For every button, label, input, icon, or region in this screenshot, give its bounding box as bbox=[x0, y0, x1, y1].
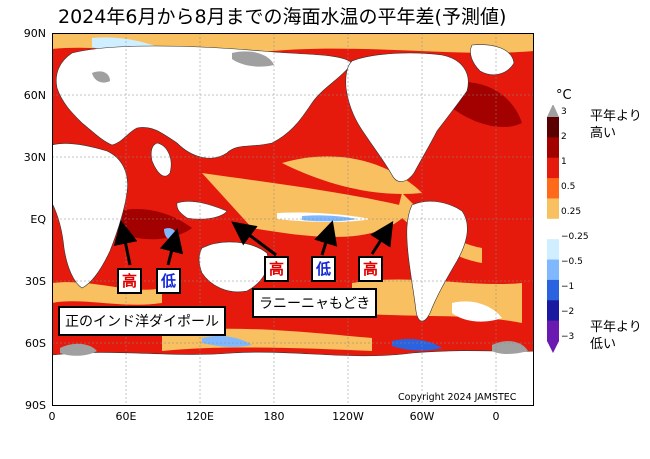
colorbar-segment bbox=[547, 300, 559, 322]
colorbar-tick: 1 bbox=[561, 157, 567, 167]
colorbar-tick: −1 bbox=[561, 282, 575, 292]
lat-label-90n: 90N bbox=[23, 27, 46, 40]
lat-label-eq: EQ bbox=[30, 213, 46, 226]
tag-low-iod: 低 bbox=[156, 268, 182, 294]
lat-label-60n: 60N bbox=[23, 89, 46, 102]
colorbar-segment bbox=[547, 157, 559, 179]
colorbar-top-arrow bbox=[547, 105, 559, 117]
colorbar bbox=[547, 105, 559, 353]
colorbar-segment bbox=[547, 198, 559, 220]
colorbar-tick: 3 bbox=[561, 107, 567, 117]
legend-low-label: 平年より 低い bbox=[590, 320, 642, 352]
colorbar-tick: 2 bbox=[561, 132, 567, 142]
lat-label-30n: 30N bbox=[23, 151, 46, 164]
map-title: 2024年6月から8月までの海面水温の平年差(予測値) bbox=[58, 6, 507, 28]
tag-high-pacific-east: 高 bbox=[358, 256, 384, 282]
colorbar-segment bbox=[547, 218, 559, 240]
copyright-text: Copyright 2024 JAMSTEC bbox=[398, 392, 517, 403]
tag-low-pacific-central: 低 bbox=[311, 256, 337, 282]
tag-high-pacific-west: 高 bbox=[264, 256, 290, 282]
lon-label-0-east: 0 bbox=[492, 410, 500, 423]
lon-label-60w: 60W bbox=[409, 410, 435, 423]
tag-high-iod: 高 bbox=[117, 268, 143, 294]
colorbar-tick: −0.5 bbox=[561, 257, 583, 267]
lat-label-60s: 60S bbox=[25, 337, 46, 350]
legend-high-label: 平年より 高い bbox=[590, 109, 642, 141]
colorbar-tick: 0.25 bbox=[561, 207, 582, 217]
sst-anomaly-map bbox=[52, 33, 534, 406]
colorbar-segment bbox=[547, 117, 559, 138]
lanina-label-box: ラニーニャもどき bbox=[252, 288, 378, 318]
lon-label-180: 180 bbox=[263, 410, 285, 423]
colorbar-bottom-arrow bbox=[547, 341, 559, 353]
colorbar-tick: −3 bbox=[561, 332, 575, 342]
lat-label-90s: 90S bbox=[25, 399, 46, 412]
colorbar-segment bbox=[547, 320, 559, 342]
colorbar-tick: −2 bbox=[561, 307, 575, 317]
colorbar-segment bbox=[547, 239, 559, 261]
iod-label-box: 正のインド洋ダイポール bbox=[58, 306, 226, 336]
colorbar-segment bbox=[547, 259, 559, 281]
lon-label-120w: 120W bbox=[332, 410, 364, 423]
colorbar-segment bbox=[547, 279, 559, 301]
lon-label-120e: 120E bbox=[186, 410, 214, 423]
legend-unit: °C bbox=[556, 88, 572, 103]
lon-label-0: 0 bbox=[48, 410, 56, 423]
lat-label-30s: 30S bbox=[25, 275, 46, 288]
colorbar-tick: 0.5 bbox=[561, 182, 576, 192]
lon-label-60e: 60E bbox=[115, 410, 137, 423]
colorbar-segment bbox=[547, 178, 559, 199]
colorbar-segment bbox=[547, 137, 559, 159]
colorbar-tick: −0.25 bbox=[561, 232, 589, 242]
